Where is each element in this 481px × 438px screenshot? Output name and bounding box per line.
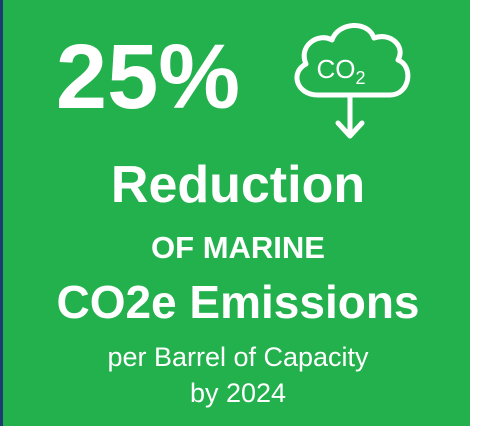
left-border bbox=[0, 0, 3, 426]
arrow-head bbox=[335, 120, 365, 139]
line-emissions: CO2e Emissions bbox=[56, 276, 419, 328]
line-marine: OF MARINE bbox=[151, 230, 325, 265]
icon-label: CO2 bbox=[316, 54, 365, 88]
line-reduction: Reduction bbox=[111, 156, 365, 214]
co: CO bbox=[316, 54, 355, 84]
subscript: 2 bbox=[355, 68, 365, 88]
line-per-barrel: per Barrel of Capacity bbox=[107, 342, 369, 372]
line-year: by 2024 bbox=[190, 378, 286, 408]
background bbox=[0, 0, 470, 426]
cloud bbox=[294, 23, 411, 98]
co2-icon bbox=[294, 23, 411, 139]
headline: 25% bbox=[56, 26, 240, 128]
